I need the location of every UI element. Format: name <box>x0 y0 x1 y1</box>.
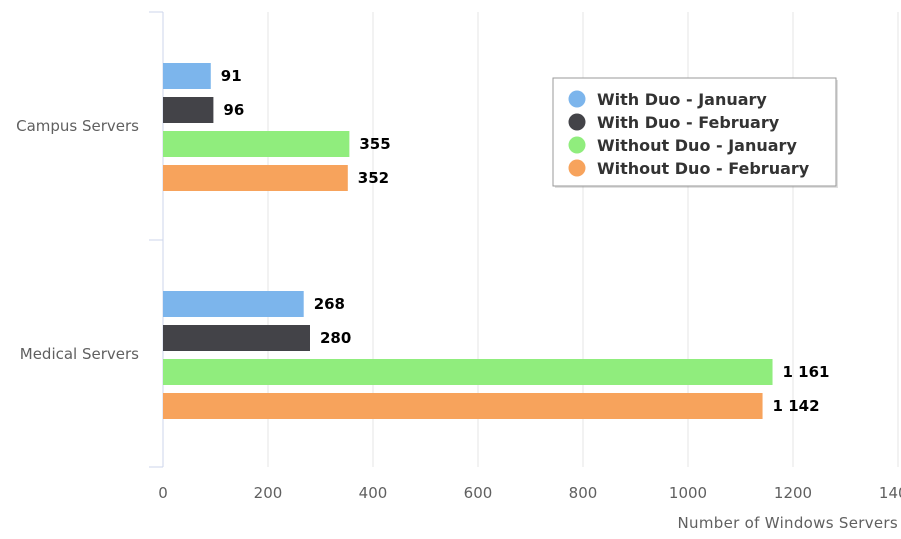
data-label: 96 <box>223 101 244 119</box>
data-label: 280 <box>320 329 351 347</box>
x-tick-label: 600 <box>464 484 493 502</box>
bar[interactable] <box>163 291 304 317</box>
legend-item[interactable]: Without Duo - January <box>568 136 798 155</box>
bars <box>163 63 773 419</box>
bar[interactable] <box>163 325 310 351</box>
legend-marker <box>568 90 586 108</box>
data-label: 91 <box>221 67 242 85</box>
bar[interactable] <box>163 393 763 419</box>
data-label: 352 <box>358 169 389 187</box>
x-axis-title: Number of Windows Servers <box>678 514 898 532</box>
x-tick-label: 1200 <box>774 484 812 502</box>
legend-box <box>552 77 837 187</box>
legend-label: With Duo - January <box>597 90 767 109</box>
legend-item[interactable]: With Duo - February <box>568 113 780 132</box>
x-tick-label: 400 <box>359 484 388 502</box>
legend-item[interactable]: With Duo - January <box>568 90 768 109</box>
legend[interactable]: With Duo - January With Duo - February Wit… <box>552 77 838 188</box>
legend-label: Without Duo - February <box>597 159 810 178</box>
legend-marker <box>568 136 586 154</box>
bar[interactable] <box>163 97 214 123</box>
x-tick-label: 800 <box>569 484 598 502</box>
legend-label: With Duo - February <box>597 113 780 132</box>
x-tick-label: 0 <box>158 484 168 502</box>
legend-label: Without Duo - January <box>597 136 797 155</box>
legend-marker <box>568 113 586 131</box>
bar[interactable] <box>163 63 211 89</box>
x-tick-label: 1000 <box>669 484 707 502</box>
data-labels: 91 96 355 352 268 280 1 161 1 142 <box>221 67 830 415</box>
bar[interactable] <box>163 359 773 385</box>
legend-item[interactable]: Without Duo - February <box>568 159 810 178</box>
data-label: 1 161 <box>783 363 830 381</box>
category-label: Campus Servers <box>16 117 139 135</box>
data-label: 268 <box>314 295 345 313</box>
x-tick-label: 200 <box>254 484 283 502</box>
x-tick-label: 1400 <box>879 484 901 502</box>
category-label: Medical Servers <box>20 345 139 363</box>
data-label: 1 142 <box>773 397 820 415</box>
bar[interactable] <box>163 165 348 191</box>
x-axis-ticks: 0 200 400 600 800 1000 1200 1400 <box>158 484 901 502</box>
bar[interactable] <box>163 131 350 157</box>
legend-marker <box>568 159 586 177</box>
category-axis: Campus Servers Medical Servers <box>16 11 164 468</box>
data-label: 355 <box>359 135 390 153</box>
